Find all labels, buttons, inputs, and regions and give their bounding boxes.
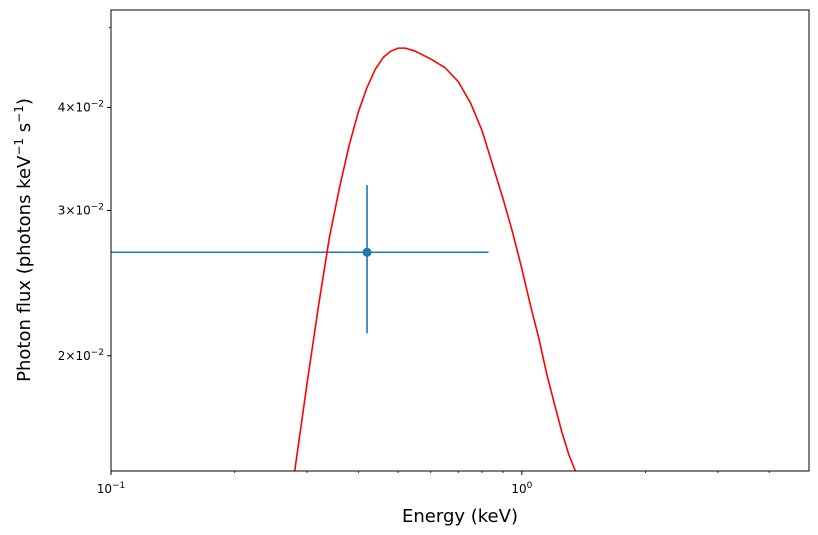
- x-axis-title: Energy (keV): [402, 506, 518, 527]
- y-tick-mantissa: 4: [58, 100, 66, 114]
- major-ticks: [107, 106, 523, 475]
- y-tick-times: ×: [65, 100, 75, 114]
- series-layer: [111, 47, 577, 471]
- y-tick-exp: −2: [91, 99, 104, 109]
- x-tick-label: 100: [511, 481, 532, 496]
- plot-background: [111, 10, 809, 471]
- y-tick-label: 4×10−2: [58, 99, 104, 114]
- x-tick-base: 10: [97, 482, 112, 496]
- y-tick-label: 2×10−2: [58, 348, 104, 363]
- model-curve-line: [293, 47, 577, 471]
- y-axis-title: Photon flux (photons keV−1 s−1): [12, 98, 35, 382]
- plot-frame: [110, 9, 810, 472]
- x-tick-exp: 0: [527, 481, 533, 491]
- y-tick-mantissa: 3: [58, 204, 66, 218]
- y-tick-base: 10: [75, 100, 90, 114]
- y-axis-title-mid: s: [14, 123, 35, 138]
- y-axis-title-sup2: −1: [12, 105, 26, 123]
- y-tick-base: 10: [75, 204, 90, 218]
- y-tick-label: 3×10−2: [58, 203, 104, 218]
- x-tick-label: 10−1: [97, 481, 126, 496]
- y-tick-times: ×: [65, 204, 75, 218]
- x-tick-exp: −1: [112, 481, 125, 491]
- x-tick-base: 10: [511, 482, 526, 496]
- data-point-marker: [362, 247, 372, 257]
- y-tick-mantissa: 2: [58, 349, 66, 363]
- y-axis-title-suffix: ): [14, 98, 35, 105]
- y-axis-title-prefix: Photon flux (photons keV: [14, 155, 35, 382]
- y-tick-base: 10: [75, 349, 90, 363]
- y-tick-exp: −2: [91, 203, 104, 213]
- y-tick-times: ×: [65, 349, 75, 363]
- y-axis-title-sup1: −1: [12, 138, 26, 156]
- y-tick-exp: −2: [91, 348, 104, 358]
